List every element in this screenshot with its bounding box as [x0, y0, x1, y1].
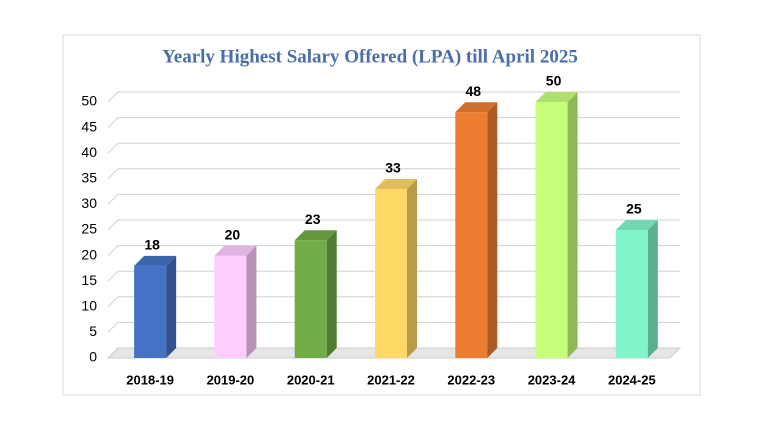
bar-top — [375, 179, 417, 190]
x-tick-label: 2020-21 — [287, 372, 335, 387]
value-label: 20 — [225, 226, 241, 242]
bar-top — [214, 245, 257, 256]
bar-front — [455, 112, 488, 359]
bar-side — [246, 245, 257, 358]
bar-front — [134, 265, 167, 358]
y-tick-label: 35 — [81, 170, 97, 186]
bar-front — [535, 102, 568, 358]
bar-side — [407, 179, 417, 358]
value-label: 33 — [385, 160, 401, 176]
value-label: 50 — [546, 73, 562, 89]
bar-top — [294, 230, 337, 241]
y-tick-label: 30 — [81, 195, 97, 211]
y-tick-label: 15 — [81, 272, 97, 288]
bar-side — [567, 92, 578, 358]
value-label: 18 — [144, 237, 160, 253]
bar-side — [647, 220, 658, 358]
x-tick-label: 2022-23 — [447, 372, 495, 387]
bar-side — [166, 255, 177, 358]
bar-top — [455, 102, 498, 113]
x-tick-label: 2021-22 — [367, 372, 415, 387]
grid-line — [107, 91, 680, 103]
y-tick-label: 5 — [89, 323, 97, 339]
y-tick-label: 40 — [81, 144, 97, 160]
bar-side — [487, 102, 498, 359]
bar-front — [375, 189, 407, 358]
bar-front — [294, 240, 327, 358]
x-tick-label: 2018-19 — [126, 372, 174, 387]
y-tick-label: 45 — [81, 118, 97, 134]
y-tick-label: 10 — [81, 298, 97, 314]
bar-top — [615, 220, 658, 230]
y-tick-label: 25 — [81, 221, 97, 237]
x-tick-label: 2023-24 — [528, 372, 576, 387]
y-tick-label: 20 — [81, 246, 97, 262]
y-tick-label: 50 — [81, 93, 97, 109]
value-label: 48 — [465, 83, 481, 99]
value-label: 23 — [305, 211, 321, 227]
bar-top — [134, 255, 177, 266]
bar-front — [214, 255, 247, 358]
value-label: 25 — [626, 201, 642, 217]
x-tick-label: 2024-25 — [608, 372, 656, 387]
chart-title: Yearly Highest Salary Offered (LPA) till… — [162, 46, 578, 67]
x-tick-label: 2019-20 — [207, 372, 255, 387]
bar-top — [535, 92, 578, 102]
y-tick-label: 0 — [89, 349, 97, 365]
bar-front — [615, 230, 648, 358]
bar-side — [326, 230, 337, 358]
